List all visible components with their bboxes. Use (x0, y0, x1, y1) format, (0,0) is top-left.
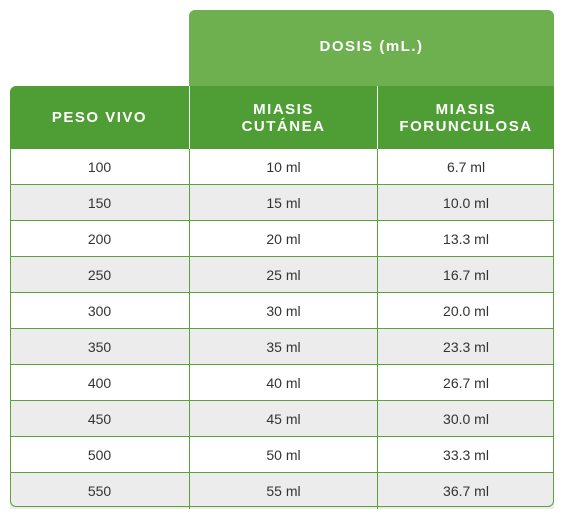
cell-miasis-forunculosa: 23.3 ml (377, 329, 554, 364)
cell-miasis-cutanea: 45 ml (189, 401, 377, 436)
cell-miasis-cutanea: 20 ml (189, 221, 377, 256)
cell-miasis-forunculosa: 36.7 ml (377, 473, 554, 509)
column-header-row: PESO VIVO MIASIS CUTÁNEA MIASIS FORUNCUL… (10, 86, 554, 149)
table-row: 150 15 ml 10.0 ml (10, 185, 554, 221)
cell-miasis-forunculosa: 30.0 ml (377, 401, 554, 436)
table-row: 450 45 ml 30.0 ml (10, 401, 554, 437)
cell-miasis-cutanea: 25 ml (189, 257, 377, 292)
column-header-miasis-forunculosa-line1: MIASIS (435, 100, 497, 118)
cell-miasis-forunculosa: 20.0 ml (377, 293, 554, 328)
cell-miasis-forunculosa: 26.7 ml (377, 365, 554, 400)
cell-miasis-cutanea: 15 ml (189, 185, 377, 220)
column-header-miasis-cutanea-line1: MIASIS (253, 100, 314, 118)
cell-miasis-cutanea: 50 ml (189, 437, 377, 472)
cell-miasis-cutanea: 10 ml (189, 149, 377, 184)
column-header-miasis-cutanea: MIASIS CUTÁNEA (189, 86, 377, 149)
cell-peso-vivo: 150 (87, 194, 112, 211)
cell-peso-vivo: 200 (87, 230, 112, 247)
cell-peso-vivo: 100 (87, 158, 112, 175)
table-row: 500 50 ml 33.3 ml (10, 437, 554, 473)
cell-miasis-cutanea: 30 ml (189, 293, 377, 328)
dosis-header: DOSIS (mL.) (189, 10, 554, 86)
cell-miasis-forunculosa: 13.3 ml (377, 221, 554, 256)
table-row: 400 40 ml 26.7 ml (10, 365, 554, 401)
column-header-miasis-forunculosa: MIASIS FORUNCULOSA (377, 86, 554, 149)
cell-peso-vivo: 500 (87, 446, 112, 463)
cell-miasis-cutanea: 55 ml (189, 473, 377, 509)
column-header-peso-vivo: PESO VIVO (10, 86, 189, 149)
table-row: 200 20 ml 13.3 ml (10, 221, 554, 257)
column-header-miasis-forunculosa-line2: FORUNCULOSA (399, 117, 533, 135)
cell-miasis-forunculosa: 6.7 ml (377, 149, 554, 184)
cell-miasis-cutanea: 40 ml (189, 365, 377, 400)
column-header-miasis-cutanea-line2: CUTÁNEA (241, 117, 326, 135)
cell-peso-vivo: 300 (87, 302, 112, 319)
cell-peso-vivo: 400 (87, 374, 112, 391)
table-row: 350 35 ml 23.3 ml (10, 329, 554, 365)
cell-miasis-forunculosa: 10.0 ml (377, 185, 554, 220)
cell-miasis-forunculosa: 33.3 ml (377, 437, 554, 472)
cell-miasis-forunculosa: 16.7 ml (377, 257, 554, 292)
table-row: 250 25 ml 16.7 ml (10, 257, 554, 293)
cell-peso-vivo: 550 (87, 483, 112, 499)
cell-peso-vivo: 250 (87, 266, 112, 283)
table-row: 100 10 ml 6.7 ml (10, 149, 554, 185)
table-row: 300 30 ml 20.0 ml (10, 293, 554, 329)
dosis-header-label: DOSIS (mL.) (319, 37, 424, 55)
cell-miasis-cutanea: 35 ml (189, 329, 377, 364)
dosage-table-body: 100 10 ml 6.7 ml 150 15 ml 10.0 ml 200 20 ml 13.… (10, 149, 554, 509)
cell-peso-vivo: 350 (87, 338, 112, 355)
table-row: 550 55 ml 36.7 ml (10, 473, 554, 509)
cell-peso-vivo: 450 (87, 410, 112, 427)
column-header-peso-vivo-label: PESO VIVO (51, 109, 148, 126)
